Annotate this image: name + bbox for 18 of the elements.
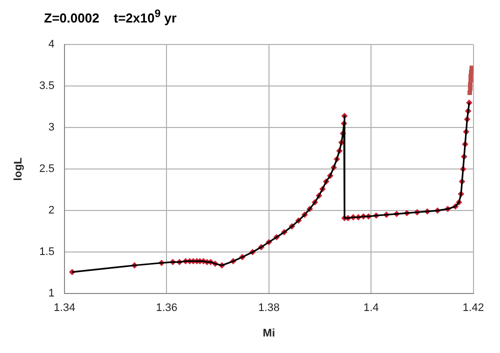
y-tick-label: 1.5 <box>39 246 54 258</box>
y-tick-label: 2.5 <box>39 163 54 176</box>
y-axis-title: logL <box>12 157 25 181</box>
point <box>470 66 474 70</box>
y-tick-label: 3.5 <box>39 80 54 92</box>
x-tick-label: 1.4 <box>363 302 379 314</box>
y-tick-label: 1 <box>48 288 54 300</box>
point <box>468 70 474 74</box>
point <box>468 86 472 91</box>
x-tick-label: 1.38 <box>258 302 280 314</box>
y-tick-label: 4 <box>48 38 54 51</box>
y-tick-label: 3 <box>48 122 54 134</box>
x-axis-title: Mi <box>262 327 276 340</box>
x-tick-label: 1.36 <box>156 302 178 314</box>
y-tick-label: 2 <box>48 204 54 217</box>
x-tick-label: 1.42 <box>462 302 484 314</box>
chart-title: Z=0.0002 t=2x10$^{9}$ yr <box>43 8 178 28</box>
x-tick-label: 1.34 <box>54 302 76 314</box>
